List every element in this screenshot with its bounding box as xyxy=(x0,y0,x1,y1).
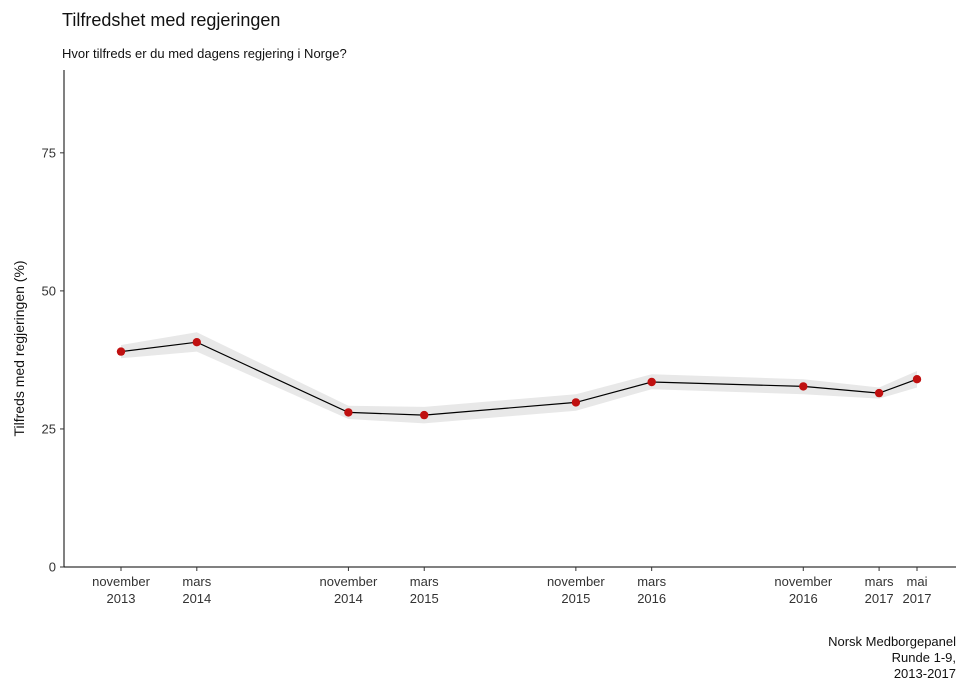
y-axis-label: Tilfreds med regjeringen (%) xyxy=(11,260,27,436)
data-point-layer xyxy=(116,338,922,420)
x-tick-label: 2014 xyxy=(182,591,211,606)
y-tick-label: 50 xyxy=(42,283,56,298)
x-tick-label: 2017 xyxy=(865,591,894,606)
chart-subtitle: Hvor tilfreds er du med dagens regjering… xyxy=(62,46,347,61)
x-tick-label: mars xyxy=(410,574,439,589)
x-tick-label: 2016 xyxy=(789,591,818,606)
x-tick-label: mars xyxy=(865,574,894,589)
caption: Norsk Medborgepanel Runde 1-9, 2013-2017 xyxy=(828,634,956,682)
data-point xyxy=(192,338,201,347)
confidence-band xyxy=(121,332,917,424)
caption-line-3: 2013-2017 xyxy=(893,666,956,681)
axes: 0 25 50 75 november 2013 mars 2014 november 2014 m… xyxy=(42,70,956,606)
y-tick-label: 25 xyxy=(42,421,56,436)
x-tick-label: 2017 xyxy=(903,591,932,606)
data-point xyxy=(420,410,429,420)
data-point xyxy=(571,398,581,407)
x-tick-label: november xyxy=(774,574,832,589)
x-tick-label: mars xyxy=(637,574,666,589)
x-tick-label: mars xyxy=(182,574,211,589)
data-point xyxy=(344,408,353,417)
caption-line-2: Runde 1-9, xyxy=(891,650,956,665)
x-tick-label: mai xyxy=(907,574,928,589)
x-tick-label: 2015 xyxy=(561,591,590,606)
caption-line-1: Norsk Medborgepanel xyxy=(828,634,956,649)
x-tick-label: 2015 xyxy=(410,591,439,606)
x-tick-label: november xyxy=(92,574,150,589)
data-point xyxy=(912,375,922,384)
y-tick-label: 75 xyxy=(42,145,56,160)
data-point xyxy=(874,388,884,398)
confidence-band-layer xyxy=(121,332,917,424)
x-tick-label: 2013 xyxy=(107,591,136,606)
data-point xyxy=(647,377,656,387)
x-tick-label: 2014 xyxy=(334,591,363,606)
data-point xyxy=(116,347,126,356)
chart-title: Tilfredshet med regjeringen xyxy=(62,10,281,30)
x-tick-label: november xyxy=(320,574,378,589)
data-point xyxy=(799,382,808,391)
x-tick-label: november xyxy=(547,574,605,589)
y-tick-label: 0 xyxy=(49,560,56,575)
x-tick-label: 2016 xyxy=(637,591,666,606)
